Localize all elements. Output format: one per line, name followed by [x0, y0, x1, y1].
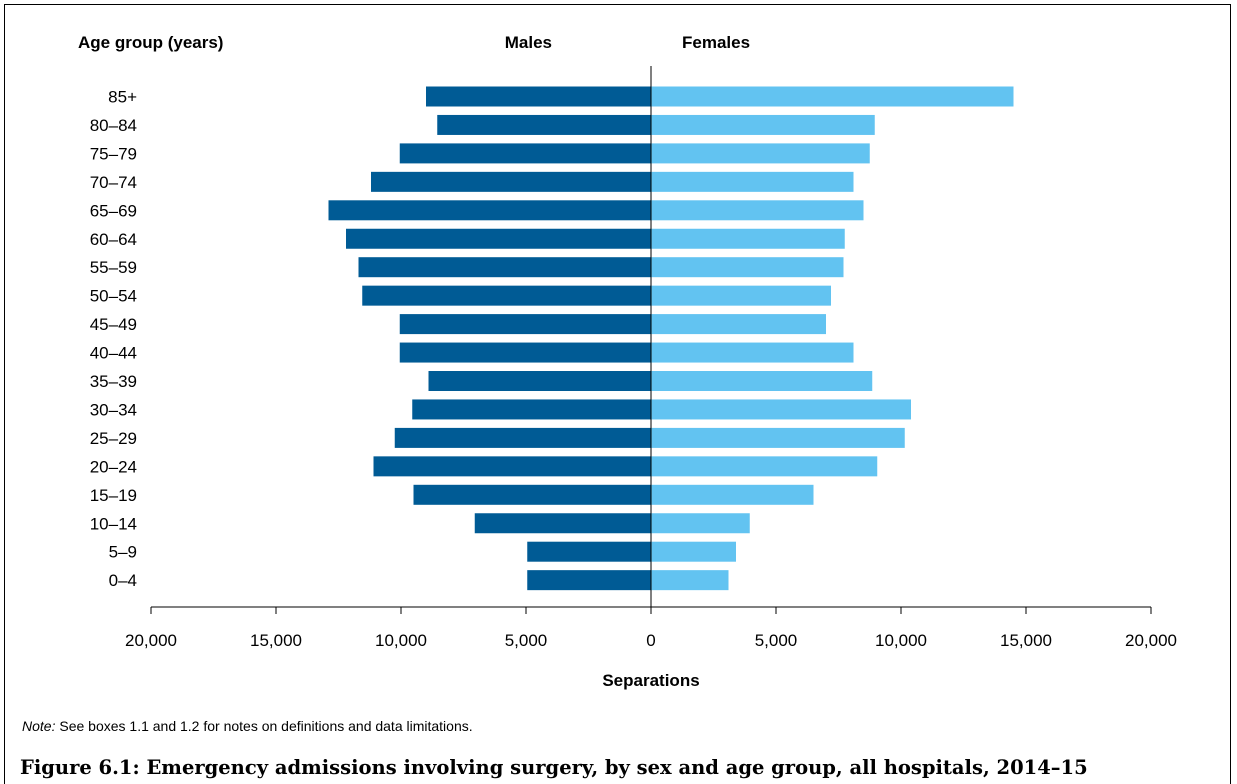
y-tick-label-50-54: 50–54 [90, 287, 137, 306]
bar-males-35-39 [428, 371, 651, 391]
bar-females-70-74 [651, 171, 854, 192]
y-tick-label-65-69: 65–69 [90, 201, 137, 220]
bar-females-55-59 [651, 257, 844, 278]
note-label: Note: [22, 718, 56, 734]
x-tick-label: 0 [646, 631, 655, 650]
x-axis-title: Separations [602, 671, 699, 690]
bar-females-30-34 [651, 399, 911, 420]
bar-females-80-84 [651, 114, 875, 135]
bar-males-85 [426, 86, 651, 107]
figure-caption: Figure 6.1: Emergency admissions involvi… [20, 756, 1088, 779]
x-tick-label: 5,000 [755, 631, 798, 650]
bar-females-40-44 [651, 342, 854, 363]
bar-males-15-19 [413, 484, 651, 505]
bar-males-45-49 [399, 314, 651, 335]
bar-males-80-84 [437, 114, 651, 135]
y-tick-label-35-39: 35–39 [90, 372, 137, 391]
bar-males-60-64 [346, 228, 651, 249]
x-tick-label: 10,000 [375, 631, 427, 650]
y-tick-label-80-84: 80–84 [90, 116, 137, 135]
note-text: See boxes 1.1 and 1.2 for notes on defin… [55, 718, 473, 734]
bar-males-5-9 [527, 541, 651, 562]
figure-frame [4, 4, 1231, 784]
x-tick-label: 15,000 [1000, 631, 1052, 650]
y-tick-label-75-79: 75–79 [90, 144, 137, 163]
bar-males-0-4 [527, 570, 651, 591]
bar-males-75-79 [399, 143, 651, 164]
bar-males-10-14 [474, 513, 651, 534]
bar-females-65-69 [651, 200, 864, 221]
x-tick-label: 20,000 [125, 631, 177, 650]
y-tick-label-20-24: 20–24 [90, 457, 137, 476]
y-tick-label-45-49: 45–49 [90, 315, 137, 334]
y-tick-label-25-29: 25–29 [90, 429, 137, 448]
bar-males-65-69 [328, 200, 651, 221]
bar-males-25-29 [394, 427, 651, 448]
chart: Age group (years) Males Females 85+ 80–84… [78, 33, 1177, 690]
y-tick-label-0-4: 0–4 [109, 571, 137, 590]
bar-females-50-54 [651, 285, 831, 306]
bar-females-35-39 [651, 371, 873, 391]
x-tick-label: 5,000 [505, 631, 548, 650]
y-axis-title: Age group (years) [78, 33, 223, 52]
bar-females-5-9 [651, 541, 736, 562]
bar-females-25-29 [651, 427, 905, 448]
y-tick-label-55-59: 55–59 [90, 258, 137, 277]
bar-females-0-4 [651, 570, 729, 591]
y-tick-label-10-14: 10–14 [90, 514, 137, 533]
y-tick-label-30-34: 30–34 [90, 400, 137, 419]
y-tick-label-60-64: 60–64 [90, 230, 137, 249]
y-tick-label-40-44: 40–44 [90, 344, 137, 363]
y-tick-label-5-9: 5–9 [109, 543, 137, 562]
x-tick-label: 15,000 [250, 631, 302, 650]
males-series-label: Males [505, 33, 552, 52]
bar-females-75-79 [651, 143, 870, 164]
bar-males-50-54 [362, 285, 651, 306]
females-series-label: Females [682, 33, 750, 52]
x-tick-label: 20,000 [1125, 631, 1177, 650]
bar-females-45-49 [651, 314, 826, 335]
chart-note: Note: See boxes 1.1 and 1.2 for notes on… [22, 718, 473, 734]
x-tick-label: 10,000 [875, 631, 927, 650]
y-tick-label-70-74: 70–74 [90, 173, 137, 192]
bar-males-70-74 [371, 171, 651, 192]
bar-females-20-24 [651, 456, 878, 477]
bar-males-30-34 [412, 399, 651, 420]
bar-females-60-64 [651, 228, 845, 249]
bar-females-85 [651, 86, 1014, 107]
bar-males-55-59 [358, 257, 651, 278]
y-tick-label-85: 85+ [108, 88, 137, 107]
y-tick-label-15-19: 15–19 [90, 486, 137, 505]
bar-females-15-19 [651, 484, 814, 505]
bar-males-20-24 [373, 456, 651, 477]
bar-females-10-14 [651, 513, 750, 534]
bar-males-40-44 [399, 342, 651, 363]
